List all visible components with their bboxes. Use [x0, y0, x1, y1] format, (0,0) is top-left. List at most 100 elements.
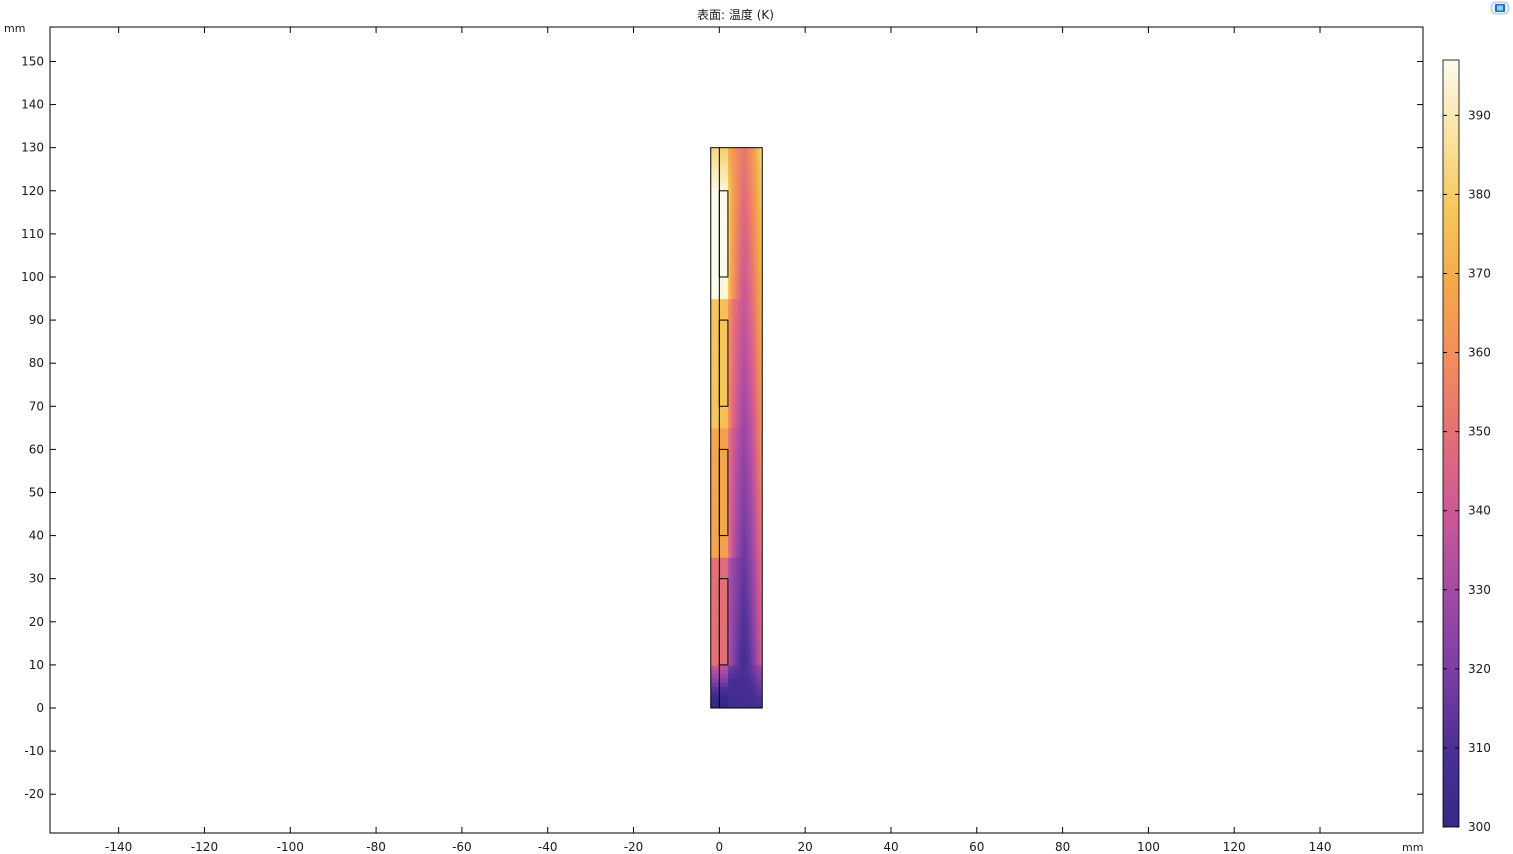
- field-cell: [753, 660, 757, 666]
- field-cell: [751, 505, 755, 511]
- field-cell: [738, 298, 742, 304]
- field-cell: [734, 281, 738, 287]
- field-cell: [725, 311, 729, 317]
- field-cell: [734, 522, 738, 528]
- field-cell: [749, 212, 753, 218]
- field-cell: [734, 315, 738, 321]
- field-cell: [747, 268, 750, 274]
- field-cell: [738, 613, 742, 619]
- field-cell: [757, 376, 761, 382]
- field-cell: [725, 259, 729, 265]
- field-cell: [751, 509, 755, 515]
- field-cell: [730, 643, 733, 649]
- field-cell: [734, 169, 738, 175]
- field-cell: [745, 371, 748, 377]
- field-cell: [755, 470, 759, 476]
- field-cell: [727, 380, 731, 386]
- field-cell: [730, 669, 733, 675]
- field-cell: [755, 699, 759, 705]
- field-cell: [755, 350, 759, 356]
- field-cell: [723, 492, 727, 498]
- field-cell: [760, 617, 763, 623]
- field-cell: [730, 445, 733, 450]
- field-cell: [734, 285, 738, 291]
- field-cell: [738, 677, 742, 683]
- field-cell: [760, 514, 763, 519]
- field-cell: [751, 264, 755, 269]
- field-cell: [712, 151, 716, 157]
- field-cell: [715, 151, 718, 157]
- field-cell: [727, 281, 731, 287]
- field-cell: [734, 695, 738, 700]
- field-cell: [747, 479, 750, 485]
- field-cell: [745, 190, 748, 196]
- field-cell: [715, 160, 718, 166]
- field-cell: [727, 686, 731, 692]
- field-cell: [742, 570, 746, 575]
- field-cell: [740, 298, 744, 304]
- field-cell: [738, 203, 742, 209]
- field-cell: [755, 173, 759, 179]
- field-cell: [749, 634, 753, 640]
- field-cell: [749, 526, 753, 532]
- field-cell: [740, 535, 744, 541]
- field-cell: [755, 531, 759, 537]
- field-cell: [753, 595, 757, 601]
- field-cell: [749, 600, 753, 606]
- field-cell: [717, 587, 720, 593]
- field-cell: [723, 177, 727, 183]
- field-cell: [730, 220, 733, 226]
- field-cell: [723, 294, 727, 300]
- field-cell: [747, 535, 750, 541]
- field-cell: [734, 604, 738, 610]
- field-cell: [717, 173, 720, 179]
- field-cell: [751, 608, 755, 614]
- field-cell: [745, 561, 748, 567]
- field-cell: [736, 289, 740, 295]
- field-cell: [738, 281, 742, 287]
- field-cell: [745, 182, 748, 188]
- field-cell: [732, 208, 735, 213]
- field-cell: [710, 458, 714, 463]
- field-cell: [740, 608, 744, 614]
- field-cell: [757, 621, 761, 627]
- field-cell: [745, 565, 748, 571]
- field-cell: [745, 608, 748, 614]
- field-cell: [721, 505, 725, 511]
- field-cell: [721, 307, 725, 313]
- field-cell: [751, 427, 755, 433]
- field-cell: [738, 268, 742, 274]
- field-cell: [751, 583, 755, 588]
- field-cell: [712, 440, 716, 446]
- field-cell: [751, 651, 755, 657]
- field-cell: [712, 466, 716, 472]
- field-cell: [745, 164, 748, 170]
- field-cell: [727, 203, 731, 209]
- field-cell: [753, 565, 757, 571]
- field-cell: [753, 695, 757, 700]
- field-cell: [742, 445, 746, 450]
- field-cell: [725, 583, 729, 588]
- field-cell: [715, 177, 718, 183]
- field-cell: [721, 462, 725, 468]
- field-cell: [725, 496, 729, 502]
- field-cell: [715, 526, 718, 532]
- field-cell: [738, 526, 742, 532]
- field-cell: [740, 156, 744, 162]
- field-cell: [749, 466, 753, 472]
- field-cell: [710, 587, 714, 593]
- field-cell: [738, 501, 742, 507]
- field-cell: [719, 634, 723, 640]
- field-cell: [723, 436, 727, 442]
- field-cell: [757, 212, 761, 218]
- field-cell: [727, 345, 731, 351]
- field-cell: [738, 324, 742, 330]
- field-cell: [710, 199, 714, 205]
- field-cell: [715, 608, 718, 614]
- field-cell: [740, 509, 744, 515]
- field-cell: [721, 315, 725, 321]
- field-cell: [736, 182, 740, 188]
- field-cell: [751, 557, 755, 563]
- field-cell: [760, 358, 763, 364]
